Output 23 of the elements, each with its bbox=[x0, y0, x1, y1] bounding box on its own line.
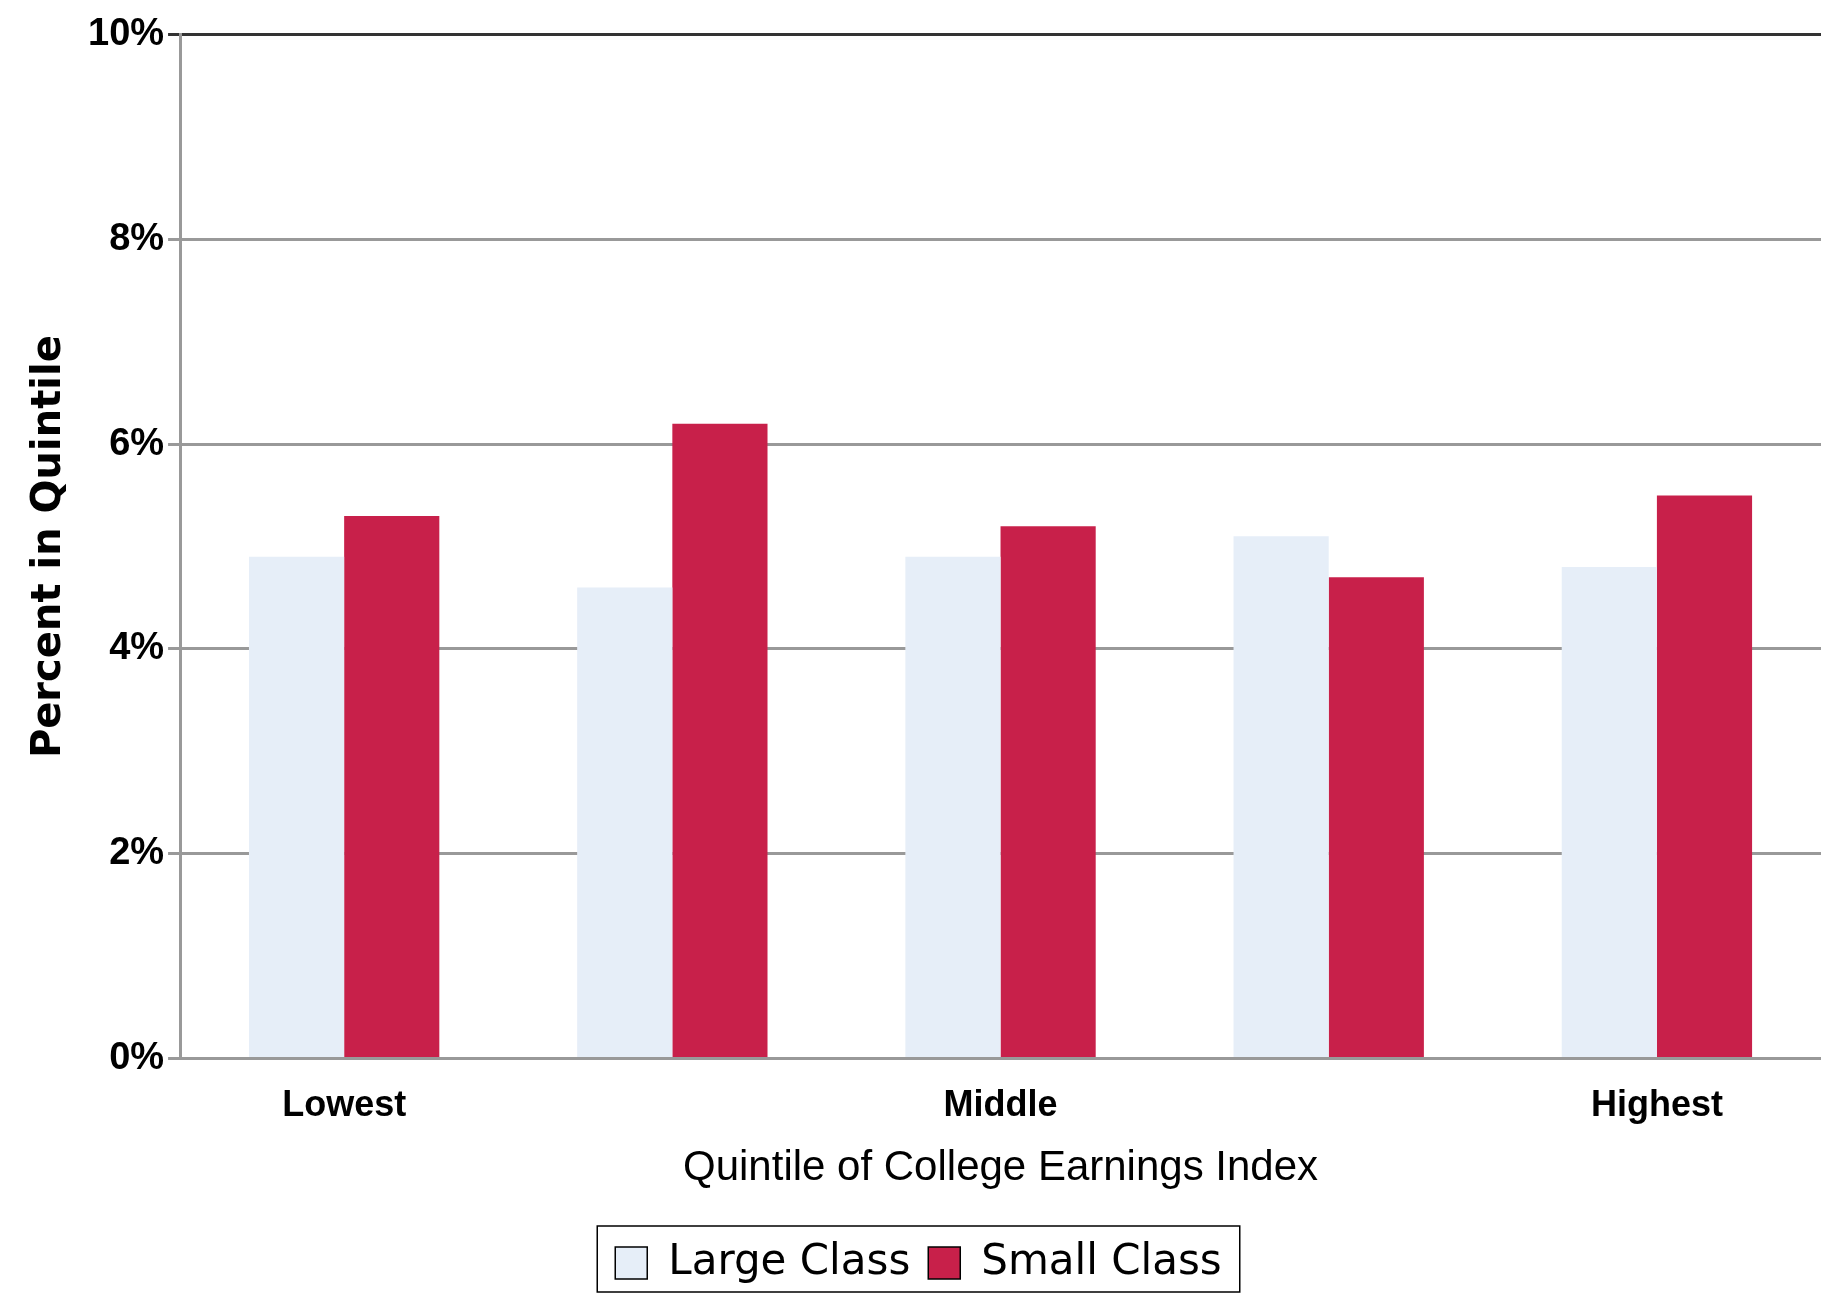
bar bbox=[1233, 536, 1329, 1057]
bar bbox=[577, 587, 673, 1057]
bar bbox=[1000, 526, 1096, 1057]
bar bbox=[1328, 577, 1424, 1057]
legend-label: Small Class bbox=[981, 1234, 1222, 1284]
bar bbox=[248, 556, 345, 1057]
y-tick-label: 0% bbox=[109, 1034, 165, 1077]
x-axis-title: Quintile of College Earnings Index bbox=[683, 1142, 1319, 1190]
x-tick-label: Lowest bbox=[282, 1082, 407, 1124]
y-tick-label: 6% bbox=[109, 420, 165, 463]
y-tick-label: 4% bbox=[109, 625, 165, 668]
legend-label: Large Class bbox=[668, 1234, 911, 1284]
bar bbox=[1656, 495, 1753, 1057]
bar bbox=[344, 515, 440, 1057]
x-tick-label: Middle bbox=[943, 1082, 1058, 1124]
bar bbox=[1561, 567, 1657, 1057]
y-tick-label: 2% bbox=[109, 830, 165, 873]
y-axis-title: Percent in Quintile bbox=[23, 335, 70, 759]
bar bbox=[905, 556, 1001, 1057]
y-tick-label: 10% bbox=[87, 11, 165, 54]
bar bbox=[672, 423, 768, 1057]
y-tick-label: 8% bbox=[109, 216, 165, 258]
x-tick-label: Highest bbox=[1590, 1082, 1723, 1124]
